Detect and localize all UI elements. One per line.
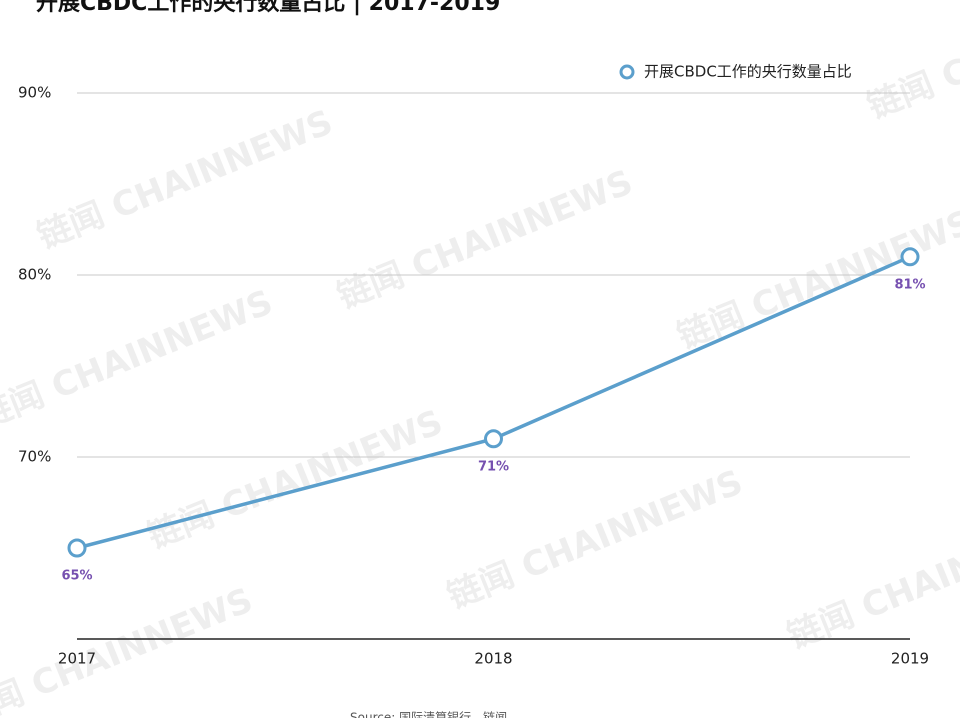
source: Source: 国际清算银行，链闻 bbox=[350, 710, 507, 718]
x-tick-label: 2019 bbox=[891, 650, 929, 668]
y-tick-label: 70% bbox=[18, 448, 51, 466]
legend-label: 开展CBDC工作的央行数量占比 bbox=[644, 63, 852, 81]
data-label: 71% bbox=[478, 459, 509, 474]
data-label: 81% bbox=[894, 277, 925, 292]
y-tick-label: 90% bbox=[18, 84, 51, 102]
marker bbox=[67, 538, 87, 558]
marker bbox=[900, 247, 920, 267]
watermark: 链闻 CHAINNEWS bbox=[332, 162, 638, 317]
watermark: 链闻 CHAINNEWS bbox=[782, 502, 960, 657]
x-tick-label: 2017 bbox=[58, 650, 96, 668]
data-label: 65% bbox=[61, 569, 92, 584]
legend-marker bbox=[619, 64, 635, 80]
watermark: 链闻 CHAINNEWS bbox=[862, 0, 960, 127]
watermark: 链闻 CHAINNEWS bbox=[0, 580, 258, 718]
x-tick-label: 2018 bbox=[474, 650, 512, 668]
watermark: 链闻 CHAINNEWS bbox=[442, 462, 748, 617]
chart-title: 开展CBDC工作的央行数量占比 | 2017-2019 bbox=[36, 0, 500, 16]
watermark: 链闻 CHAINNEWS bbox=[142, 402, 448, 557]
y-tick-label: 80% bbox=[18, 266, 51, 284]
watermark: 链闻 CHAINNEWS bbox=[32, 102, 338, 257]
watermark: 链闻 CHAINNEWS bbox=[0, 282, 278, 437]
marker bbox=[484, 429, 503, 449]
